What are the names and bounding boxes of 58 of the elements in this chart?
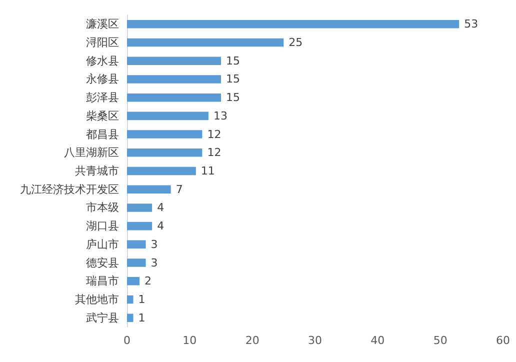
bar xyxy=(127,93,221,102)
data-label: 3 xyxy=(150,238,158,251)
bar xyxy=(127,56,221,66)
x-tick-label: 30 xyxy=(308,334,322,347)
data-label: 3 xyxy=(150,256,158,270)
data-label: 4 xyxy=(157,201,164,214)
data-label: 2 xyxy=(144,274,152,288)
bar xyxy=(127,166,196,176)
data-label: 15 xyxy=(226,54,240,68)
bar xyxy=(127,276,140,286)
x-tick-label: 20 xyxy=(245,334,260,347)
y-tick-label: 瑞昌市 xyxy=(86,274,119,288)
y-tick-label: 湖口县 xyxy=(86,220,119,233)
y-tick-label: 九江经济技术开发区 xyxy=(20,182,119,196)
y-tick-label: 都昌县 xyxy=(86,128,119,141)
bar xyxy=(127,314,134,322)
data-label: 15 xyxy=(226,72,240,86)
y-tick-label: 八里湖新区 xyxy=(64,146,119,160)
bar xyxy=(127,185,171,194)
data-label: 1 xyxy=(138,292,146,306)
data-label: 15 xyxy=(226,91,240,104)
bar xyxy=(127,148,202,157)
y-tick-label: 永修县 xyxy=(86,72,119,86)
bar xyxy=(127,222,152,230)
bar xyxy=(127,130,202,138)
y-tick-label: 柴桑区 xyxy=(86,109,119,122)
y-tick-label: 濂溪区 xyxy=(86,18,119,31)
y-tick-label: 市本级 xyxy=(86,201,119,214)
bar xyxy=(127,38,284,47)
x-tick-label: 50 xyxy=(433,334,448,347)
y-tick-label: 共青城市 xyxy=(75,164,119,178)
y-tick-label: 其他地市 xyxy=(75,292,119,306)
y-tick-label: 彭泽县 xyxy=(86,91,119,104)
y-tick-label: 浔阳区 xyxy=(86,36,119,50)
y-tick-label: 德安县 xyxy=(86,256,119,270)
x-tick-label: 0 xyxy=(124,334,130,347)
bar xyxy=(127,204,152,212)
data-label: 4 xyxy=(157,220,164,233)
y-tick-label: 庐山市 xyxy=(86,238,119,251)
data-label: 25 xyxy=(288,36,303,50)
data-label: 53 xyxy=(464,18,478,31)
data-label: 7 xyxy=(176,182,183,196)
data-label: 11 xyxy=(200,164,215,178)
y-tick-label: 修水县 xyxy=(86,54,119,68)
bar xyxy=(127,295,134,304)
x-tick-label: 10 xyxy=(182,334,197,347)
bar xyxy=(127,240,146,249)
y-tick-label: 武宁县 xyxy=(86,311,119,324)
bar xyxy=(127,20,460,28)
bar xyxy=(127,258,146,267)
x-tick-label: 60 xyxy=(496,334,510,347)
data-label: 12 xyxy=(207,128,222,141)
data-label: 13 xyxy=(213,109,228,122)
x-tick-label: 40 xyxy=(370,334,385,347)
bar xyxy=(127,75,221,84)
data-label: 1 xyxy=(138,311,146,324)
data-label: 12 xyxy=(207,146,222,160)
bar xyxy=(127,112,208,120)
